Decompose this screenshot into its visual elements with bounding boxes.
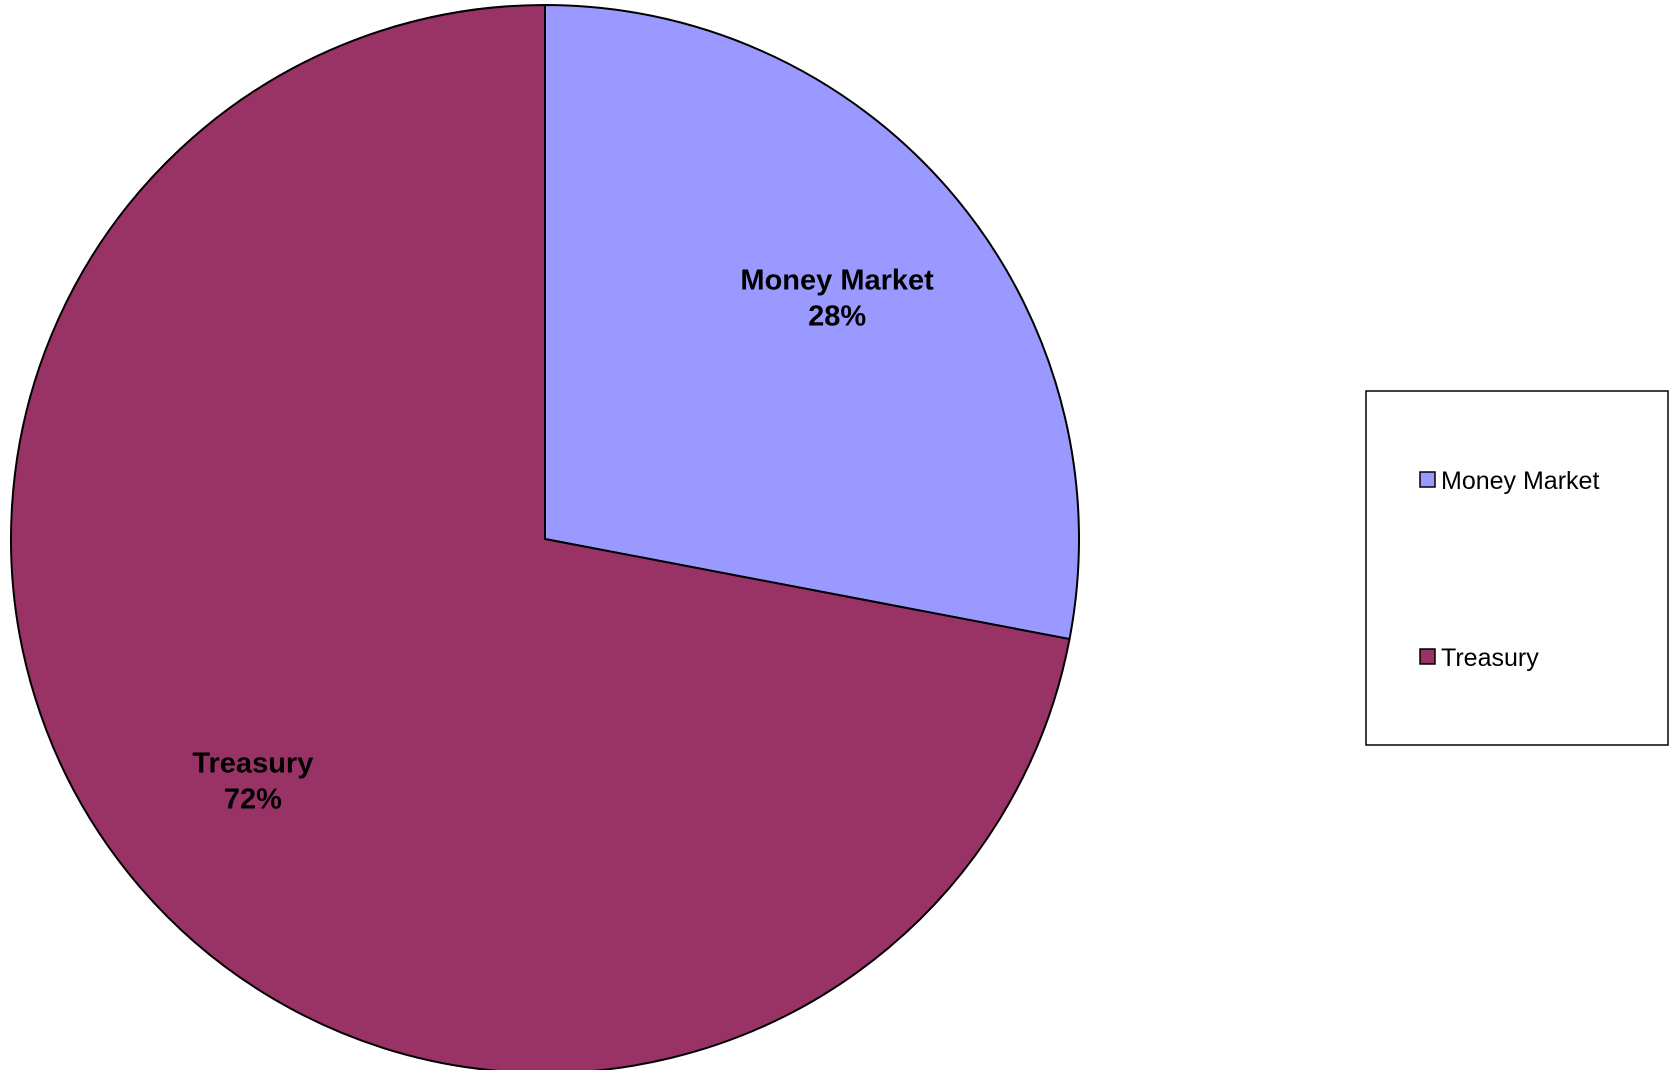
legend-label-treasury: Treasury [1441, 644, 1539, 672]
slice-label-money-market: Money Market 28% [740, 264, 934, 332]
legend: Money Market Treasury [1365, 390, 1669, 746]
pie-slice-money-market [544, 3, 1080, 641]
slice-label-percent: 72% [224, 784, 282, 816]
pie-slices [10, 3, 1080, 1070]
slice-label-percent: 28% [808, 300, 866, 332]
legend-swatch-money-market [1419, 471, 1436, 488]
legend-swatch-treasury [1419, 648, 1436, 665]
slice-label-name: Money Market [740, 264, 934, 296]
legend-box [1365, 390, 1669, 746]
legend-items: Money Market Treasury [1419, 467, 1599, 672]
slice-label-name: Treasury [192, 748, 313, 780]
slice-label-treasury: Treasury 72% [192, 748, 313, 816]
pie-slice-treasury [10, 3, 1071, 1070]
slice-labels: Money Market 28% Treasury 72% [192, 264, 934, 815]
legend-label-money-market: Money Market [1441, 467, 1599, 495]
